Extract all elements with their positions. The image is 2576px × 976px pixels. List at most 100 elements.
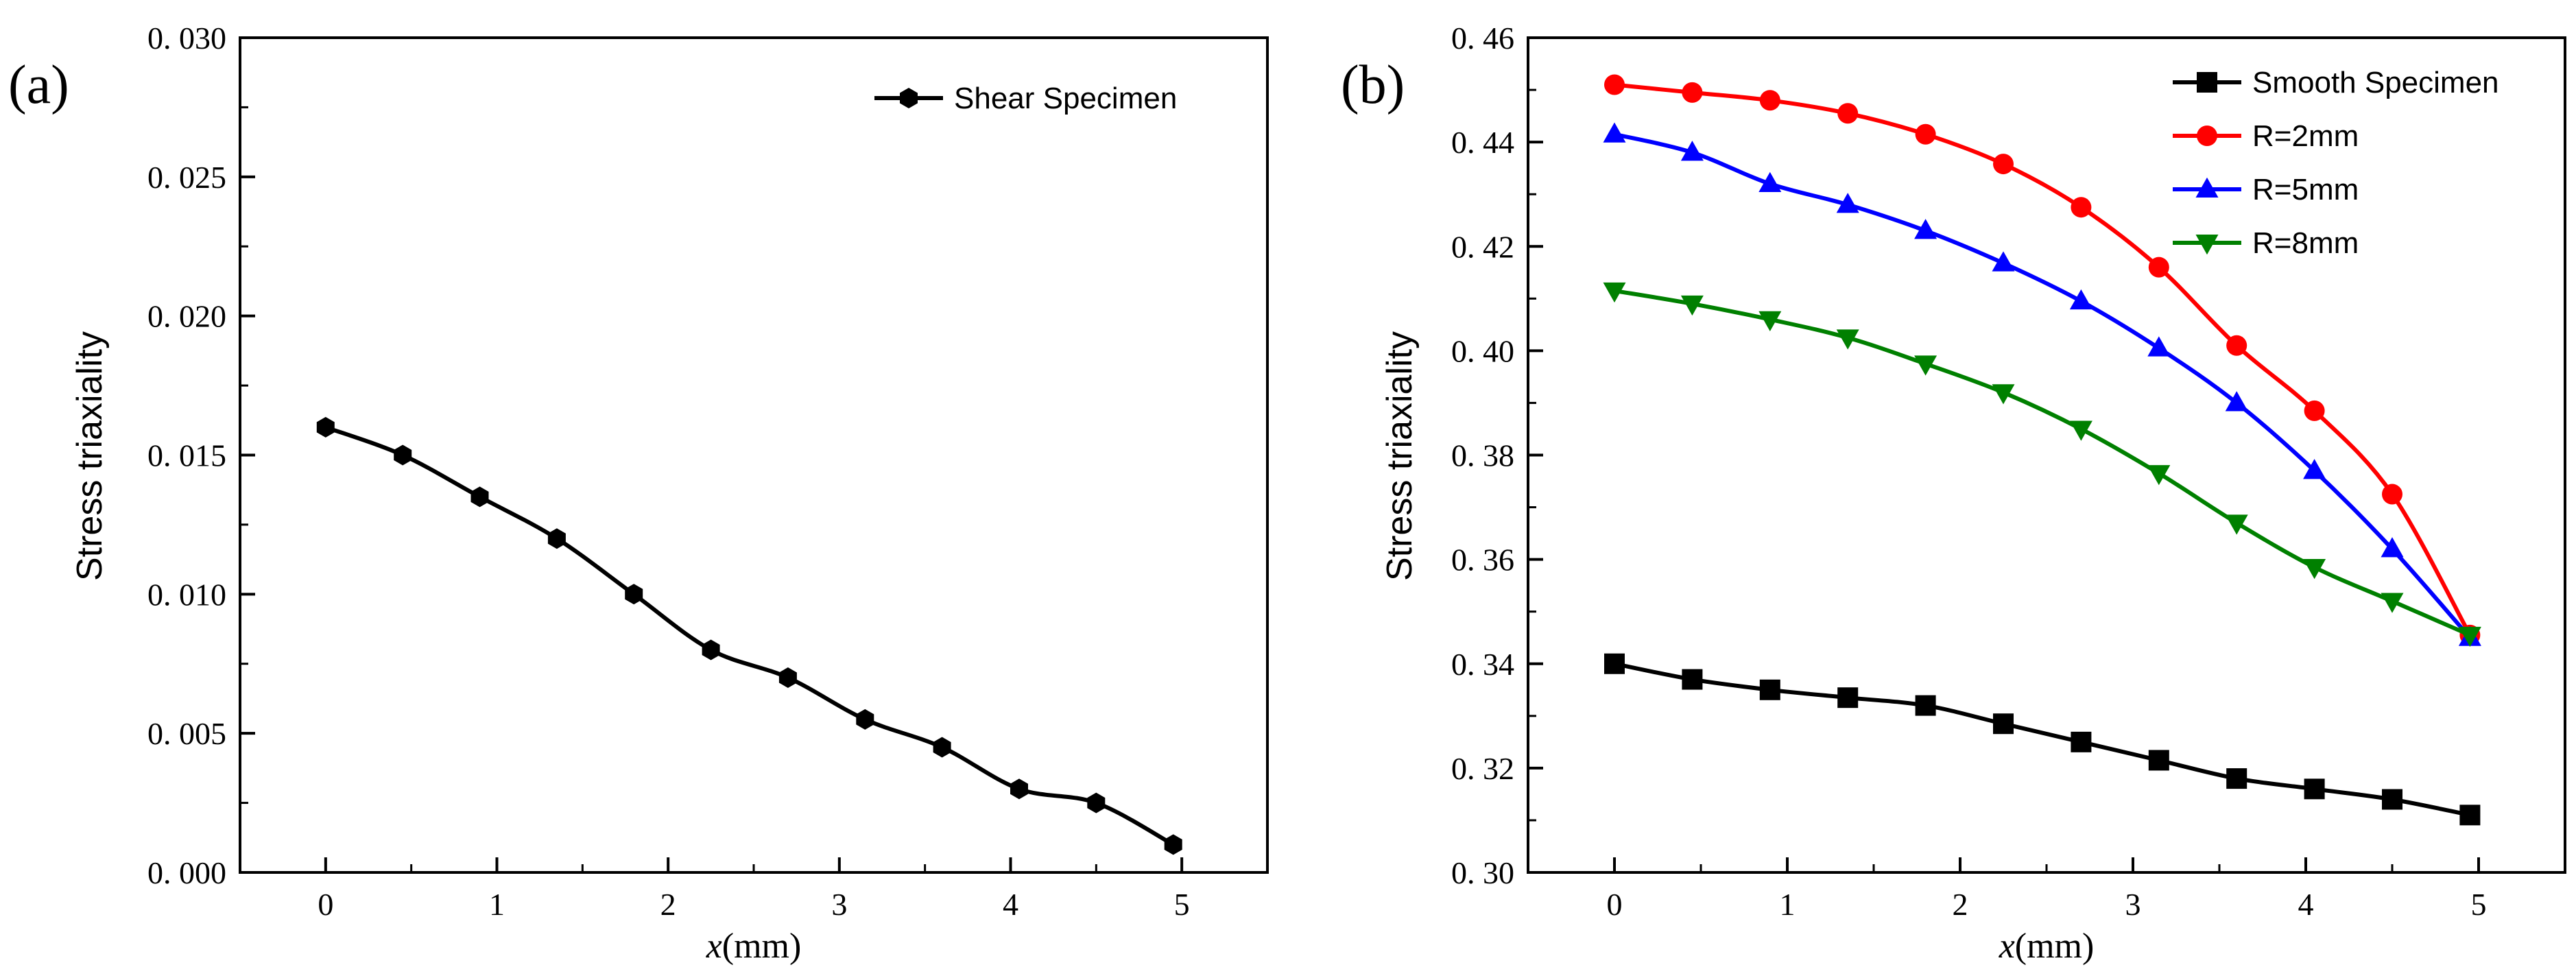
panel-label: (b) bbox=[1341, 55, 1405, 115]
legend-marker bbox=[2195, 235, 2219, 255]
data-point bbox=[1010, 778, 1028, 800]
data-point bbox=[2381, 593, 2404, 613]
data-point bbox=[1915, 123, 1936, 145]
y-tick-label: 0. 36 bbox=[1451, 543, 1514, 578]
data-point bbox=[2381, 537, 2404, 558]
x-axis-var: x bbox=[706, 927, 722, 966]
data-point bbox=[1993, 713, 2014, 735]
data-point bbox=[625, 584, 643, 605]
series-line bbox=[1612, 82, 2472, 637]
data-point bbox=[2459, 805, 2481, 826]
data-point bbox=[1836, 329, 1859, 350]
legend-label: R=8mm bbox=[2252, 226, 2359, 260]
data-point bbox=[1604, 653, 1625, 674]
data-point bbox=[1759, 679, 1780, 700]
data-point bbox=[2071, 197, 2092, 218]
x-tick-label: 1 bbox=[489, 887, 505, 922]
data-point bbox=[1680, 295, 1704, 316]
series-line bbox=[1612, 288, 2472, 637]
series-line bbox=[1612, 661, 2472, 818]
chart-panel-0: (a) 0. 000 0. 005 0. 010 0. 015 0. 020 0. 025 0… bbox=[8, 21, 1269, 966]
y-tick-label: 0. 015 bbox=[147, 438, 226, 473]
data-point bbox=[2147, 465, 2171, 486]
y-tick-label: 0. 005 bbox=[147, 716, 226, 751]
y-tick-label: 0. 020 bbox=[147, 299, 226, 334]
plot-frame bbox=[1527, 36, 2566, 874]
data-point bbox=[1992, 251, 2015, 272]
y-tick-label: 0. 40 bbox=[1451, 333, 1514, 368]
x-axis-var: x bbox=[1999, 927, 2015, 966]
data-point bbox=[1682, 82, 1703, 103]
data-point bbox=[1680, 141, 1704, 161]
x-tick-label: 5 bbox=[1174, 887, 1190, 922]
data-point bbox=[1915, 695, 1936, 716]
data-point bbox=[470, 486, 489, 508]
x-tick-label: 3 bbox=[2125, 887, 2141, 922]
data-point bbox=[1837, 687, 1859, 709]
x-tick-label: 1 bbox=[1780, 887, 1796, 922]
data-point bbox=[2225, 391, 2248, 412]
data-point bbox=[2226, 335, 2247, 356]
data-point bbox=[1682, 669, 1703, 690]
y-tick-label: 0. 030 bbox=[147, 21, 226, 56]
legend-marker bbox=[2197, 126, 2217, 146]
legend-marker bbox=[900, 88, 918, 108]
legend-marker bbox=[2195, 177, 2219, 198]
data-point bbox=[933, 737, 951, 758]
data-point bbox=[1603, 282, 1626, 303]
data-point bbox=[2382, 484, 2402, 505]
legend-label: R=5mm bbox=[2252, 173, 2359, 206]
data-point bbox=[1604, 74, 1625, 95]
data-point bbox=[1164, 834, 1182, 855]
data-point bbox=[702, 639, 720, 660]
legend-label: R=2mm bbox=[2252, 119, 2359, 153]
series-Shear Specimen bbox=[316, 416, 1182, 855]
legend: Smooth Specimen R=2mm R=5mm R=8mm bbox=[2173, 66, 2499, 260]
y-axis-title: Stress triaxiality bbox=[70, 331, 110, 581]
y-tick-label: 0. 025 bbox=[147, 160, 226, 195]
data-point bbox=[1914, 355, 1937, 376]
data-point bbox=[2071, 731, 2092, 752]
y-tick-label: 0. 44 bbox=[1451, 125, 1514, 160]
data-point bbox=[1758, 171, 1782, 192]
x-tick-label: 4 bbox=[2298, 887, 2314, 922]
data-point bbox=[778, 667, 797, 688]
series-Smooth Specimen bbox=[1604, 653, 2481, 826]
x-tick-label: 3 bbox=[831, 887, 847, 922]
x-tick-label: 0 bbox=[318, 887, 333, 922]
y-tick-label: 0. 30 bbox=[1451, 855, 1514, 890]
y-tick-label: 0. 010 bbox=[147, 577, 226, 612]
series-R=8mm bbox=[1603, 282, 2481, 647]
y-axis-title: Stress triaxiality bbox=[1380, 331, 1420, 581]
data-point bbox=[1914, 219, 1937, 239]
data-point bbox=[1087, 792, 1106, 813]
legend-label: Smooth Specimen bbox=[2252, 66, 2499, 99]
data-point bbox=[2382, 789, 2402, 810]
data-point bbox=[316, 416, 335, 438]
y-tick-label: 0. 000 bbox=[147, 855, 226, 890]
y-tick-label: 0. 42 bbox=[1451, 229, 1514, 264]
data-point bbox=[1837, 103, 1859, 124]
data-point bbox=[2069, 289, 2092, 310]
data-point bbox=[2304, 778, 2325, 800]
x-axis-unit: (mm) bbox=[722, 927, 802, 966]
data-point bbox=[394, 444, 412, 466]
y-tick-label: 0. 34 bbox=[1451, 647, 1514, 682]
x-axis-title: x(mm) bbox=[706, 927, 802, 966]
y-tick-label: 0. 32 bbox=[1451, 751, 1514, 786]
legend: Shear Specimen bbox=[874, 82, 1177, 115]
y-tick-label: 0. 46 bbox=[1451, 21, 1514, 56]
data-point bbox=[1759, 90, 1780, 111]
x-tick-label: 4 bbox=[1003, 887, 1018, 922]
x-tick-label: 2 bbox=[1953, 887, 1968, 922]
panel-label: (a) bbox=[8, 55, 69, 115]
x-axis-unit: (mm) bbox=[2015, 927, 2095, 966]
x-tick-label: 0 bbox=[1607, 887, 1623, 922]
data-point bbox=[2069, 420, 2092, 441]
data-point bbox=[2148, 750, 2169, 771]
data-point bbox=[2303, 559, 2326, 580]
series-line bbox=[323, 425, 1176, 847]
chart-panel-1: (b) 0. 30 0. 32 0. 34 0. 36 0. 38 0. 40 0. 42 0.… bbox=[1341, 21, 2566, 966]
data-point bbox=[2147, 336, 2171, 357]
